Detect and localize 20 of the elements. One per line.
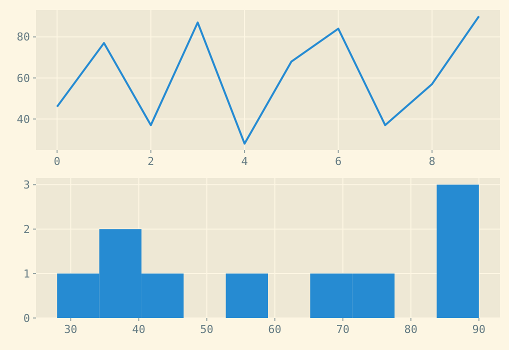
x-tick-label: 90 <box>472 323 486 336</box>
x-tick-label: 0 <box>54 155 60 168</box>
line-series <box>56 15 480 145</box>
x-tick-label: 30 <box>64 323 78 336</box>
x-tick-label: 2 <box>148 155 154 168</box>
x-tick-label: 6 <box>334 155 342 168</box>
x-tick-label: 4 <box>241 155 248 168</box>
y-tick-label: 80 <box>16 30 30 44</box>
y-tick-label: 60 <box>16 72 30 85</box>
x-tick-label: 70 <box>336 323 350 336</box>
y-tick-label: 40 <box>16 112 30 126</box>
x-tick-label: 50 <box>200 323 214 336</box>
x-tick-label: 60 <box>268 323 282 336</box>
y-tick-label: 2 <box>23 222 30 236</box>
y-tick-label: 1 <box>23 267 30 280</box>
x-tick-label: 8 <box>428 155 436 168</box>
y-tick-label: 3 <box>23 178 30 192</box>
x-tick-label: 40 <box>132 323 146 336</box>
y-tick-label: 0 <box>23 312 30 325</box>
x-tick-label: 80 <box>404 323 418 336</box>
